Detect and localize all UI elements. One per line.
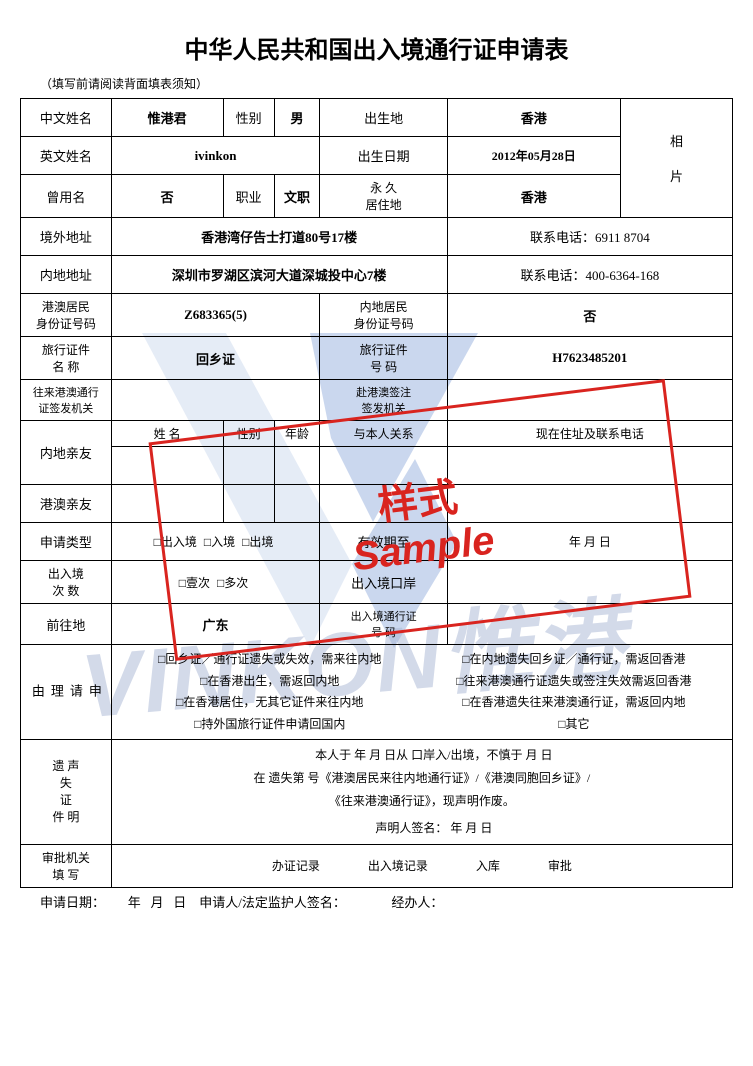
value-mainland-addr: 深圳市罗湖区滨河大道深城投中心7楼 (111, 256, 447, 294)
entry-count-options[interactable]: □壹次 □多次 (111, 561, 320, 604)
value-oversea-phone: 联系电话：6911 8704 (447, 218, 732, 256)
form-instruction: （填写前请阅读背面填表须知） (40, 75, 733, 92)
label-hkmo-id: 港澳居民 身份证号码 (21, 294, 112, 337)
value-travel-doc-no: H7623485201 (447, 337, 732, 380)
application-form-table: 中文姓名 惟港君 性别 男 出生地 香港 相 片 英文姓名 ivinkon 出生… (20, 98, 733, 888)
mainland-rel-age (274, 447, 320, 485)
label-destination: 前往地 (21, 604, 112, 645)
footer-line: 申请日期： 年 月 日 申请人/法定监护人签名： 经办人： (20, 892, 733, 911)
label-mainland-relative: 内地亲友 (21, 421, 112, 485)
value-perm-addr: 香港 (447, 175, 620, 218)
hkmo-rel-contact (447, 485, 732, 523)
label-valid-until: 有效期至 (320, 523, 447, 561)
label-gender: 性别 (223, 99, 274, 137)
label-former-name: 曾用名 (21, 175, 112, 218)
mainland-rel-contact (447, 447, 732, 485)
value-valid-until: 年 月 日 (447, 523, 732, 561)
label-guardian-sig: 申请人/法定监护人签名： (199, 895, 346, 910)
reason-r2[interactable]: □在香港遗失往来港澳通行证，需返回内地 (422, 692, 726, 714)
label-entry-count: 出入境 次 数 (21, 561, 112, 604)
value-mainland-phone: 联系电话：400-6364-168 (447, 256, 732, 294)
lost-statement: 本人于 年 月 日从 口岸入/出境，不慎于 月 日 在 遗失第 号《港澳居民来往… (111, 740, 732, 844)
label-hkmo-relative: 港澳亲友 (21, 485, 112, 523)
form-title: 中华人民共和国出入境通行证申请表 (20, 30, 733, 65)
value-oversea-addr: 香港湾仔告士打道80号17楼 (111, 218, 447, 256)
value-destination: 广东 (111, 604, 320, 645)
reason-r3[interactable]: □其它 (422, 714, 726, 736)
label-hkmo-endorse-issuer: 赴港澳签注 签发机关 (320, 380, 447, 421)
label-handler: 经办人： (391, 895, 443, 910)
mainland-phone-value: 400-6364-168 (586, 268, 660, 283)
value-permit-no (447, 604, 732, 645)
label-mainland-id: 内地居民 身份证号码 (320, 294, 447, 337)
label-cn-name: 中文姓名 (21, 99, 112, 137)
reason-l1[interactable]: □在香港出生，需返回内地 (118, 671, 422, 693)
hkmo-rel-gender (223, 485, 274, 523)
hkmo-rel-age (274, 485, 320, 523)
value-en-name: ivinkon (111, 137, 320, 175)
value-occupation: 文职 (274, 175, 320, 218)
mainland-rel-gender (223, 447, 274, 485)
label-lost: 遗 声 失 证 件 明 (21, 740, 112, 844)
reason-options[interactable]: □回乡证／通行证遗失或失效，需来往内地 □在香港出生，需返回内地 □在香港居住，… (111, 645, 732, 740)
label-approval: 审批机关 填 写 (21, 844, 112, 887)
label-travel-doc-no: 旅行证件 号 码 (320, 337, 447, 380)
label-mainland-addr: 内地地址 (21, 256, 112, 294)
apply-type-options[interactable]: □出入境 □入境 □出境 (111, 523, 320, 561)
label-occupation: 职业 (223, 175, 274, 218)
label-apply-date: 申请日期： (40, 895, 105, 910)
opt-multi[interactable]: □多次 (217, 574, 248, 591)
label-birthplace: 出生地 (320, 99, 447, 137)
value-entry-port (447, 561, 732, 604)
value-travel-doc-name: 回乡证 (111, 337, 320, 380)
value-hkmo-permit-issuer (111, 380, 320, 421)
value-hkmo-id: Z683365(5) (111, 294, 320, 337)
value-former-name: 否 (111, 175, 223, 218)
opt-inout[interactable]: □出入境 (154, 533, 197, 550)
value-mainland-id: 否 (447, 294, 732, 337)
label-permit-no: 出入境通行证 号 码 (320, 604, 447, 645)
value-hkmo-endorse-issuer (447, 380, 732, 421)
opt-once[interactable]: □壹次 (179, 574, 210, 591)
value-gender: 男 (274, 99, 320, 137)
reason-l0[interactable]: □回乡证／通行证遗失或失效，需来往内地 (118, 649, 422, 671)
reason-r1[interactable]: □往来港澳通行证遗失或签注失效需返回香港 (422, 671, 726, 693)
label-apply-type: 申请类型 (21, 523, 112, 561)
col-relation: 与本人关系 (320, 421, 447, 447)
reason-l3[interactable]: □持外国旅行证件申请回国内 (118, 714, 422, 736)
opt-out[interactable]: □出境 (242, 533, 273, 550)
mainland-rel-name (111, 447, 223, 485)
reason-l2[interactable]: □在香港居住，无其它证件来往内地 (118, 692, 422, 714)
label-en-name: 英文姓名 (21, 137, 112, 175)
lost-line3: 《往来港澳通行证》，现声明作废。 (118, 790, 726, 813)
lost-line1: 本人于 年 月 日从 口岸入/出境，不慎于 月 日 (118, 744, 726, 767)
col-name: 姓 名 (111, 421, 223, 447)
value-cn-name: 惟港君 (111, 99, 223, 137)
lost-line2: 在 遗失第 号《港澳居民来往内地通行证》/《港澳同胞回乡证》/ (118, 767, 726, 790)
col-addr-phone: 现在住址及联系电话 (447, 421, 732, 447)
approval-row: 办证记录 出入境记录 入库 审批 (111, 844, 732, 887)
value-dob: 2012年05月28日 (447, 137, 620, 175)
photo-box: 相 片 (620, 99, 732, 218)
reason-r0[interactable]: □在内地遗失回乡证／通行证，需返回香港 (422, 649, 726, 671)
label-perm-addr: 永 久 居住地 (320, 175, 447, 218)
label-oversea-addr: 境外地址 (21, 218, 112, 256)
label-reason: 申 请 理 由 (21, 645, 112, 740)
label-contact-phone-1: 联系电话： (530, 230, 595, 245)
value-birthplace: 香港 (447, 99, 620, 137)
col-age: 年龄 (274, 421, 320, 447)
label-hkmo-permit-issuer: 往来港澳通行 证签发机关 (21, 380, 112, 421)
mainland-rel-relation (320, 447, 447, 485)
hkmo-rel-relation (320, 485, 447, 523)
label-travel-doc-name: 旅行证件 名 称 (21, 337, 112, 380)
col-gender: 性别 (223, 421, 274, 447)
label-entry-port: 出入境口岸 (320, 561, 447, 604)
lost-sig: 声明人签名： 年 月 日 (118, 817, 726, 840)
opt-in[interactable]: □入境 (204, 533, 235, 550)
label-contact-phone-2: 联系电话： (521, 268, 586, 283)
hkmo-rel-name (111, 485, 223, 523)
label-dob: 出生日期 (320, 137, 447, 175)
oversea-phone-value: 6911 8704 (595, 230, 650, 245)
